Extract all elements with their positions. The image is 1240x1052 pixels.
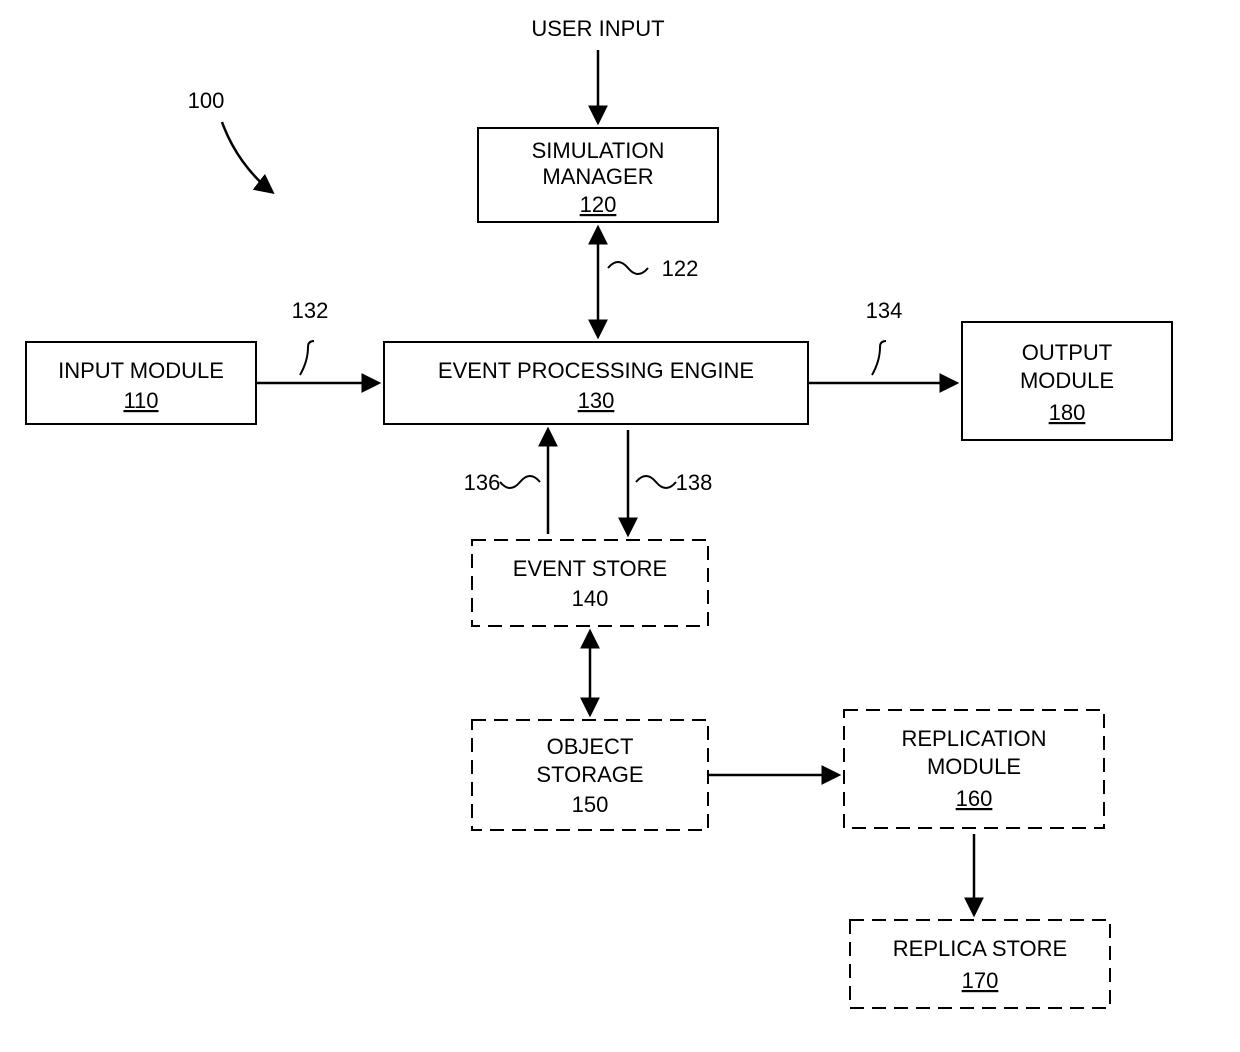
edge-138-label: 138 xyxy=(676,470,713,495)
output-module-l2: MODULE xyxy=(1020,368,1114,393)
event-store-ref: 140 xyxy=(572,586,609,611)
replication-module-l1: REPLICATION xyxy=(901,726,1046,751)
event-store-l1: EVENT STORE xyxy=(513,556,667,581)
object-storage-ref: 150 xyxy=(572,792,609,817)
edge-134-label: 134 xyxy=(866,298,903,323)
replication-module-ref: 160 xyxy=(956,786,993,811)
object-storage-l2: STORAGE xyxy=(536,762,643,787)
output-module-l1: OUTPUT xyxy=(1022,340,1112,365)
diagram-canvas: USER INPUT 100 SIMULATION MANAGER 120 12… xyxy=(0,0,1240,1052)
replica-store-l1: REPLICA STORE xyxy=(893,936,1067,961)
object-storage-l1: OBJECT xyxy=(547,734,634,759)
edge-138-tilde xyxy=(636,476,676,488)
sim-manager-l2: MANAGER xyxy=(542,164,653,189)
edge-132-tilde xyxy=(300,341,314,375)
edge-122-label: 122 xyxy=(662,256,699,281)
engine-l1: EVENT PROCESSING ENGINE xyxy=(438,358,754,383)
edge-122-tilde xyxy=(608,262,648,274)
replica-store-ref: 170 xyxy=(962,968,999,993)
sim-manager-ref: 120 xyxy=(580,192,617,217)
input-module-ref: 110 xyxy=(123,388,158,413)
output-module-ref: 180 xyxy=(1049,400,1086,425)
user-input-label: USER INPUT xyxy=(531,16,664,41)
event-store-box xyxy=(472,540,708,626)
replica-store-box xyxy=(850,920,1110,1008)
edge-132-label: 132 xyxy=(292,298,329,323)
input-module-l1: INPUT MODULE xyxy=(58,358,224,383)
system-ref-100: 100 xyxy=(188,88,225,113)
edge-134-tilde xyxy=(872,341,886,375)
system-ref-100-leader xyxy=(222,122,272,192)
edge-136-label: 136 xyxy=(464,470,501,495)
edge-136-tilde xyxy=(500,476,540,488)
replication-module-l2: MODULE xyxy=(927,754,1021,779)
sim-manager-l1: SIMULATION xyxy=(532,138,665,163)
engine-ref: 130 xyxy=(578,388,615,413)
